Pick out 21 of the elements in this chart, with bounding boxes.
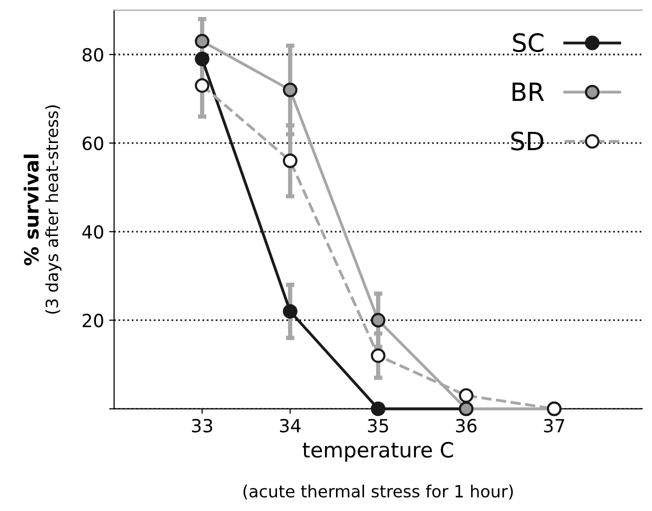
point bbox=[282, 82, 298, 98]
x-axis-title: temperature C bbox=[302, 442, 454, 462]
x-tick-label: 37 bbox=[544, 418, 564, 432]
point bbox=[282, 304, 298, 319]
point bbox=[194, 34, 210, 49]
text: (acute thermal stress for 1 hour) bbox=[243, 484, 513, 500]
x-tick-label: 35 bbox=[368, 418, 388, 432]
x-tick-label: 36 bbox=[456, 418, 477, 432]
legend-label: SD bbox=[511, 132, 544, 150]
y-tick-label: 20 bbox=[82, 314, 104, 328]
y-axis-title: % survival bbox=[24, 154, 39, 266]
legend-label: BR bbox=[512, 82, 544, 101]
text: (3 days after heat-stress) bbox=[45, 105, 62, 314]
y-tick-label: 80 bbox=[82, 48, 104, 62]
point bbox=[370, 312, 386, 328]
y-tick-label: 40 bbox=[82, 225, 104, 239]
y-tick-label: 60 bbox=[82, 136, 104, 150]
x-tick-label: 33 bbox=[192, 418, 212, 432]
x-tick-label: 34 bbox=[280, 418, 301, 432]
point bbox=[370, 402, 386, 416]
legend-label: SC bbox=[513, 33, 544, 52]
